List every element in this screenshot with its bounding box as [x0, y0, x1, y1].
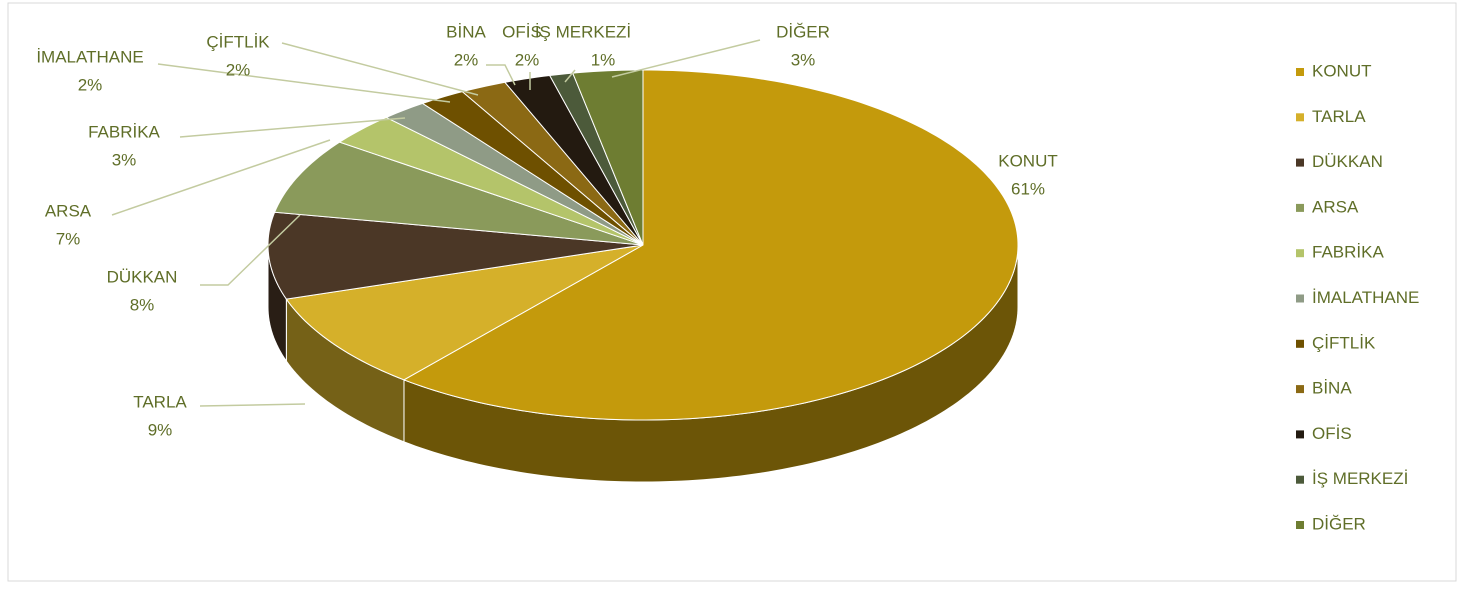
data-label-value: 3% [112, 150, 137, 169]
legend-label: İMALATHANE [1312, 288, 1419, 307]
legend-swatch [1296, 249, 1304, 258]
data-label-name: İŞ MERKEZİ [535, 22, 631, 41]
leader-line [111, 139, 331, 216]
data-label-value: 7% [56, 229, 81, 248]
data-label-value: 2% [515, 50, 540, 69]
legend-label: ÇİFTLİK [1312, 333, 1376, 352]
data-label-name: ARSA [45, 201, 92, 220]
legend-swatch [1296, 521, 1304, 529]
pie-slice [273, 141, 644, 246]
data-label-name: İMALATHANE [36, 47, 143, 66]
data-label-name: TARLA [133, 392, 187, 411]
data-label-name: BİNA [446, 22, 486, 41]
legend-swatch [1296, 203, 1304, 212]
data-label-value: 2% [226, 60, 251, 79]
legend-swatch [1296, 430, 1304, 439]
legend-swatch [1296, 385, 1304, 394]
legend-label: KONUT [1312, 61, 1372, 80]
leader-line [486, 64, 516, 86]
leader-line [281, 42, 479, 96]
legend-label: İŞ MERKEZİ [1312, 469, 1408, 488]
data-label-value: 8% [130, 295, 155, 314]
leader-line [157, 63, 451, 103]
data-label-value: 1% [591, 50, 616, 69]
legend-swatch [1296, 68, 1304, 76]
pie-slice [504, 74, 644, 246]
leader-line [179, 117, 406, 138]
data-label-name: ÇİFTLİK [206, 32, 270, 51]
data-label-value: 9% [148, 420, 173, 439]
legend-label: BİNA [1312, 379, 1352, 398]
pie-slice [267, 211, 644, 300]
data-label-value: 61% [1011, 179, 1045, 198]
pie-slice [421, 91, 644, 246]
pie-slice [572, 69, 644, 246]
data-label-name: DÜKKAN [107, 267, 178, 286]
leader-line [199, 403, 306, 407]
leader-line [611, 39, 761, 78]
legend-swatch [1296, 158, 1304, 167]
legend-swatch [1296, 294, 1304, 303]
pie-slice [402, 69, 1019, 421]
legend-label: FABRİKA [1312, 243, 1384, 262]
legend-label: ARSA [1312, 197, 1359, 216]
legend-swatch [1296, 475, 1304, 484]
legend-label: OFİS [1312, 424, 1352, 443]
legend-label: TARLA [1312, 107, 1366, 126]
data-label-name: OFİS [502, 22, 542, 41]
data-label-value: 2% [78, 75, 103, 94]
data-label-name: KONUT [998, 151, 1058, 170]
leader-line [200, 214, 301, 286]
legend-label: DİĞER [1312, 514, 1366, 533]
leader-line [564, 69, 576, 83]
pie-slice [285, 244, 644, 381]
legend-swatch [1296, 339, 1304, 348]
data-label-value: 2% [454, 50, 479, 69]
legend-label: DÜKKAN [1312, 152, 1383, 171]
data-label-value: 3% [791, 50, 816, 69]
legend-swatch [1296, 113, 1304, 122]
pie-slice [385, 102, 644, 246]
data-label-name: FABRİKA [88, 122, 160, 141]
data-label-name: DİĞER [776, 22, 830, 41]
